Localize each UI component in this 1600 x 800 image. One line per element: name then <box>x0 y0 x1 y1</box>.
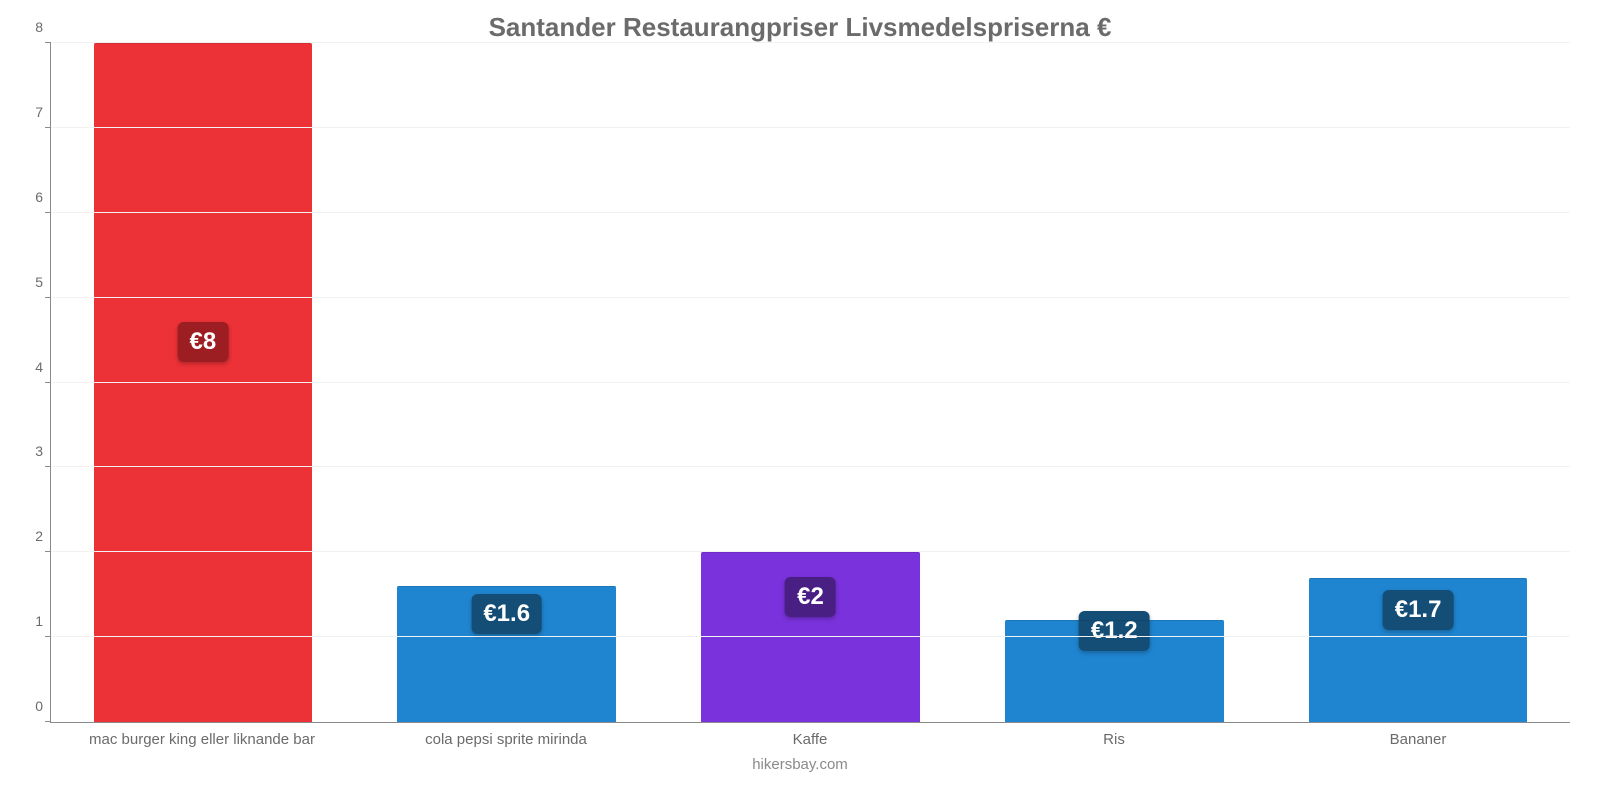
y-tick-label: 8 <box>35 19 51 35</box>
y-tick-mark <box>45 127 51 128</box>
y-tick-mark <box>45 551 51 552</box>
chart-title: Santander Restaurangpriser Livsmedelspri… <box>20 12 1580 43</box>
y-tick-label: 2 <box>35 528 51 544</box>
y-tick-mark <box>45 721 51 722</box>
y-tick-label: 1 <box>35 613 51 629</box>
y-tick-mark <box>45 382 51 383</box>
x-tick-label: Ris <box>962 723 1266 748</box>
bars-layer: €8 €1.6 €2 €1.2 €1.7 <box>51 43 1570 722</box>
chart-footer: hikersbay.com <box>20 748 1580 773</box>
bar-slot: €1.6 <box>355 43 659 722</box>
value-badge: €2 <box>785 577 836 617</box>
bar: €1.6 <box>397 586 616 722</box>
y-tick-mark <box>45 42 51 43</box>
bar-slot: €8 <box>51 43 355 722</box>
value-badge: €1.7 <box>1383 590 1454 630</box>
y-tick-label: 6 <box>35 189 51 205</box>
gridline <box>51 297 1570 298</box>
gridline <box>51 42 1570 43</box>
value-badge: €1.2 <box>1079 611 1150 651</box>
bar-slot: €1.2 <box>962 43 1266 722</box>
chart-container: Santander Restaurangpriser Livsmedelspri… <box>0 0 1600 800</box>
value-badge: €8 <box>178 322 229 362</box>
gridline <box>51 466 1570 467</box>
x-tick-label: mac burger king eller liknande bar <box>50 723 354 748</box>
x-tick-label: Kaffe <box>658 723 962 748</box>
y-tick-mark <box>45 466 51 467</box>
y-tick-mark <box>45 636 51 637</box>
y-tick-label: 4 <box>35 359 51 375</box>
y-tick-label: 5 <box>35 274 51 290</box>
value-badge: €1.6 <box>471 594 542 634</box>
y-tick-mark <box>45 212 51 213</box>
bar-slot: €2 <box>659 43 963 722</box>
y-tick-label: 0 <box>35 698 51 714</box>
bar: €1.7 <box>1309 578 1528 722</box>
y-tick-label: 7 <box>35 104 51 120</box>
x-tick-label: Bananer <box>1266 723 1570 748</box>
grid-area: €8€1.6€2€1.2€1.7 012345678 <box>50 43 1570 723</box>
x-axis-labels: mac burger king eller liknande barcola p… <box>50 723 1570 748</box>
gridline <box>51 127 1570 128</box>
y-tick-label: 3 <box>35 443 51 459</box>
gridline <box>51 636 1570 637</box>
gridline <box>51 212 1570 213</box>
gridline <box>51 551 1570 552</box>
bar-slot: €1.7 <box>1266 43 1570 722</box>
gridline <box>51 382 1570 383</box>
plot-zone: €8€1.6€2€1.2€1.7 012345678 <box>50 43 1570 723</box>
bar: €8 <box>94 43 313 722</box>
bar: €2 <box>701 552 920 722</box>
x-tick-label: cola pepsi sprite mirinda <box>354 723 658 748</box>
y-tick-mark <box>45 297 51 298</box>
